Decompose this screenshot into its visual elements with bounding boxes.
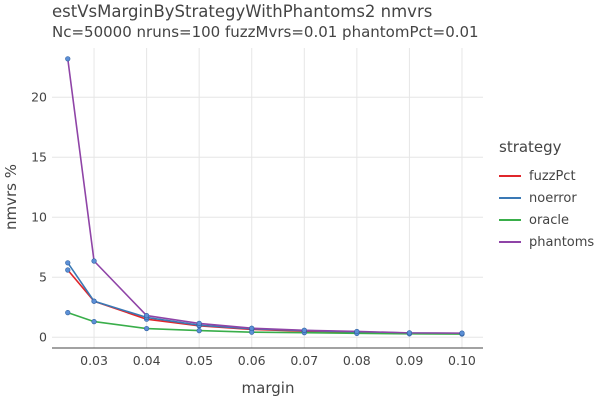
y-tick-label: 15 bbox=[31, 150, 47, 165]
x-tick-labels: 0.03 0.04 0.05 0.06 0.07 0.08 0.09 0.10 bbox=[80, 353, 476, 368]
legend-swatch bbox=[499, 241, 521, 243]
data-point-noerror bbox=[65, 260, 71, 266]
data-point-oracle bbox=[65, 310, 71, 316]
series-lines bbox=[66, 58, 462, 335]
legend-label: phantoms bbox=[529, 234, 595, 250]
chart-title: estVsMarginByStrategyWithPhantoms2 nmvrs bbox=[52, 2, 433, 21]
data-point-phantoms bbox=[144, 313, 150, 319]
legend-item-phantoms[interactable]: phantoms bbox=[499, 231, 594, 253]
data-point-noerror bbox=[91, 298, 97, 304]
y-tick-label: 20 bbox=[31, 90, 47, 105]
series-line-noerror bbox=[67, 262, 462, 335]
y-axis-title: nmvrs % bbox=[2, 164, 20, 230]
data-point-phantoms bbox=[91, 258, 97, 264]
legend-swatch bbox=[499, 197, 521, 199]
x-tick-label: 0.06 bbox=[238, 353, 266, 368]
data-point-oracle bbox=[91, 319, 97, 325]
legend-swatch bbox=[499, 219, 521, 221]
legend-swatch bbox=[499, 175, 521, 177]
legend-items: fuzzPct noerror oracle phantoms bbox=[499, 165, 594, 253]
y-tick-label: 5 bbox=[39, 270, 47, 285]
x-gridlines bbox=[93, 48, 463, 348]
y-tick-labels: 0 5 10 15 20 bbox=[31, 90, 47, 345]
data-point-fuzzPct bbox=[65, 267, 71, 273]
x-tick-label: 0.07 bbox=[290, 353, 318, 368]
legend-item-fuzzPct[interactable]: fuzzPct bbox=[499, 165, 594, 187]
data-point-phantoms bbox=[65, 56, 71, 62]
chart-subtitle: Nc=50000 nruns=100 fuzzMvrs=0.01 phantom… bbox=[52, 23, 479, 41]
legend-item-oracle[interactable]: oracle bbox=[499, 209, 594, 231]
x-tick-label: 0.05 bbox=[185, 353, 213, 368]
legend-label: fuzzPct bbox=[529, 168, 576, 184]
data-point-phantoms bbox=[301, 327, 307, 333]
y-gridlines bbox=[52, 96, 483, 338]
series-line-phantoms bbox=[66, 58, 462, 334]
x-tick-label: 0.08 bbox=[343, 353, 371, 368]
data-point-phantoms bbox=[249, 325, 255, 331]
legend-label: noerror bbox=[529, 190, 577, 206]
legend-item-noerror[interactable]: noerror bbox=[499, 187, 594, 209]
legend: strategy fuzzPct noerror oracle phantoms bbox=[499, 138, 594, 253]
x-tick-label: 0.10 bbox=[448, 353, 476, 368]
legend-title: strategy bbox=[499, 138, 562, 156]
data-point-phantoms bbox=[196, 320, 202, 327]
x-tick-label: 0.03 bbox=[80, 353, 108, 368]
data-point-phantoms bbox=[459, 330, 465, 336]
data-point-oracle bbox=[144, 325, 150, 332]
series-line-fuzzPct bbox=[67, 269, 462, 335]
series-points bbox=[65, 56, 465, 337]
x-axis-title: margin bbox=[242, 379, 295, 397]
data-point-phantoms bbox=[354, 328, 360, 335]
data-point-oracle bbox=[196, 328, 202, 334]
data-point-phantoms bbox=[406, 330, 413, 336]
series-line-oracle bbox=[67, 311, 462, 335]
x-tick-label: 0.09 bbox=[395, 353, 423, 368]
x-tick-label: 0.04 bbox=[133, 353, 161, 368]
y-tick-label: 0 bbox=[39, 330, 47, 345]
y-tick-label: 10 bbox=[31, 210, 47, 225]
legend-label: oracle bbox=[529, 212, 570, 228]
